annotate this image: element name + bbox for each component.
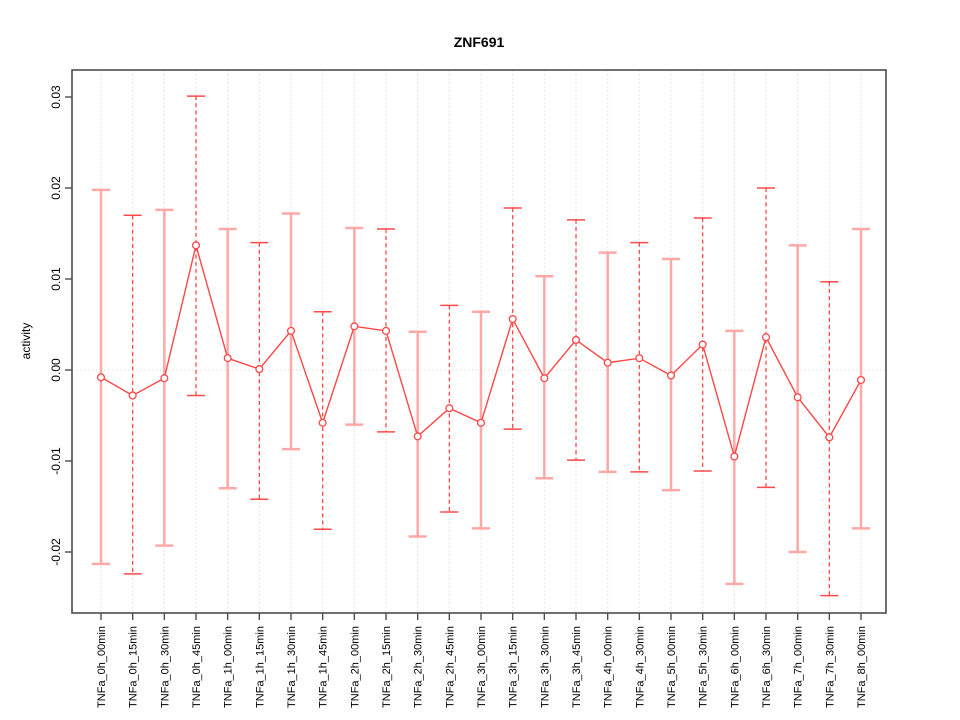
data-point-marker [793,393,802,402]
x-tick-label: TNFa_1h_30min [286,626,298,708]
data-point-marker [540,374,549,383]
data-point-marker [635,354,644,363]
data-point-marker [318,418,327,427]
x-tick-label: TNFa_1h_15min [254,626,266,708]
x-tick-label: TNFa_6h_30min [761,626,773,708]
x-tick-label: TNFa_2h_00min [349,626,361,708]
data-point-marker [413,432,422,441]
x-tick-label: TNFa_2h_30min [413,626,425,708]
y-tick-label: 0.01 [49,267,63,291]
plot: 0.03 0.02 0.01 0.00 -0.01 -0.02 TNFa_0h_00min T… [49,69,887,708]
x-tick-label: TNFa_0h_45min [191,626,203,708]
data-point-marker [825,433,834,442]
data-point-marker [191,241,201,250]
data-point-marker [508,314,517,324]
data-point-marker [856,375,866,385]
x-tick-label: TNFa_0h_00min [96,626,108,708]
x-tick-label: TNFa_1h_00min [223,626,235,708]
data-point-marker [223,354,232,363]
x-tick-label: TNFa_7h_00min [793,626,805,708]
x-tick-label: TNFa_4h_30min [634,626,646,708]
x-tick-label: TNFa_2h_45min [444,626,456,708]
y-tick-label: 0.00 [49,358,63,382]
data-point-marker [666,371,676,380]
data-point-marker [128,391,137,400]
data-point-marker [160,374,169,383]
y-tick-label: -0.01 [49,447,63,475]
x-tick-label: TNFa_0h_30min [159,626,171,708]
data-point-marker [286,326,296,335]
data-point-marker [571,335,581,345]
x-tick-label: TNFa_7h_30min [824,626,836,708]
y-tick-label: 0.02 [49,176,63,200]
x-tick-label: TNFa_0h_15min [128,626,140,708]
x-tick-label: TNFa_3h_00min [476,626,488,708]
y-axis-label: activity [19,323,33,360]
data-point-marker [730,452,739,461]
x-tick-label: TNFa_2h_15min [381,626,393,708]
data-point-marker [96,373,106,382]
y-tick-label: 0.03 [49,85,63,109]
x-tick-label: TNFa_5h_00min [666,626,678,708]
data-point-marker [445,404,454,413]
x-tick-label: TNFa_8h_00min [856,626,868,708]
x-tick-label: TNFa_3h_15min [508,626,520,708]
data-point-marker [761,333,771,342]
data-point-marker [350,322,359,331]
data-point-marker [381,326,391,335]
data-point-marker [255,365,264,374]
chart-title: ZNF691 [454,34,505,50]
x-tick-label: TNFa_5h_30min [698,626,710,708]
x-tick-label: TNFa_1h_45min [318,626,330,708]
data-point-marker [476,418,486,427]
x-tick-label: TNFa_4h_00min [603,626,615,708]
x-tick-label: TNFa_3h_45min [571,626,583,708]
y-tick-label: -0.02 [49,538,63,566]
data-point-marker [603,358,612,367]
x-tick-label: TNFa_3h_30min [539,626,551,708]
plot-border [71,69,887,614]
data-point-marker [698,340,707,349]
x-tick-label: TNFa_6h_00min [729,626,741,708]
